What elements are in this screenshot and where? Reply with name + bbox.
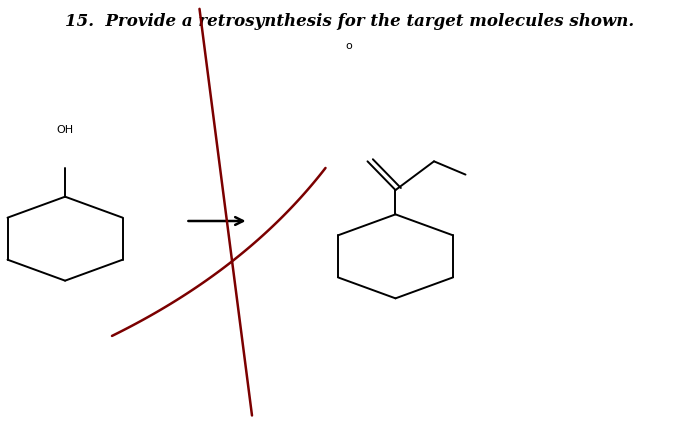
Text: OH: OH [57, 125, 74, 135]
Text: o: o [345, 41, 352, 51]
Text: 15.  Provide a retrosynthesis for the target molecules shown.: 15. Provide a retrosynthesis for the tar… [65, 13, 635, 30]
